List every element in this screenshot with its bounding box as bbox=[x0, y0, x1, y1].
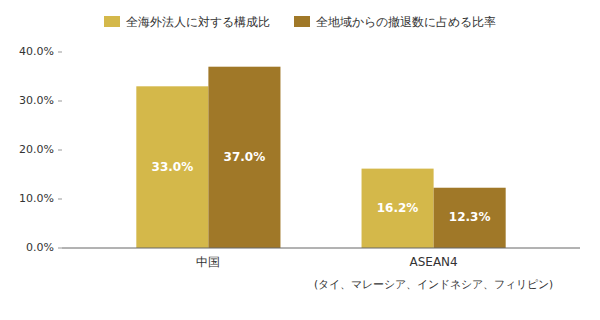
y-tick-label: 20.0% bbox=[19, 143, 54, 156]
legend-item: 全地域からの撤退数に占める比率 bbox=[294, 15, 496, 29]
y-tick bbox=[58, 150, 62, 151]
data-label: 33.0% bbox=[152, 160, 194, 174]
x-tick-label: ASEAN4 bbox=[409, 255, 457, 269]
x-axis-line bbox=[62, 248, 580, 249]
data-labels: 33.0% 16.2% 37.0% 12.3% bbox=[152, 150, 491, 225]
y-tick bbox=[58, 101, 62, 102]
data-label: 12.3% bbox=[449, 210, 491, 224]
y-tick-label: 10.0% bbox=[19, 192, 54, 205]
legend-label: 全海外法人に対する構成比 bbox=[126, 15, 270, 29]
legend-swatch bbox=[294, 16, 310, 27]
bars bbox=[136, 67, 505, 248]
data-label: 37.0% bbox=[224, 150, 266, 164]
bar bbox=[208, 67, 280, 248]
y-tick bbox=[58, 248, 62, 249]
bar bbox=[434, 188, 506, 248]
data-label: 16.2% bbox=[377, 201, 419, 215]
x-tick-label: 中国 bbox=[196, 255, 220, 269]
y-tick bbox=[58, 199, 62, 200]
legend: 全海外法人に対する構成比 全地域からの撤退数に占める比率 bbox=[104, 15, 496, 29]
chart-svg: 0.0% 10.0% 20.0% 30.0% 40.0% 33.0% 16.2% 37.0% 1… bbox=[0, 0, 600, 320]
chart-container: 0.0% 10.0% 20.0% 30.0% 40.0% 33.0% 16.2% 37.0% 1… bbox=[0, 0, 600, 320]
legend-item: 全海外法人に対する構成比 bbox=[104, 15, 270, 29]
y-tick-label: 0.0% bbox=[26, 241, 54, 254]
y-tick bbox=[58, 52, 62, 53]
legend-swatch bbox=[104, 16, 120, 27]
legend-label: 全地域からの撤退数に占める比率 bbox=[316, 15, 496, 29]
y-tick-label: 30.0% bbox=[19, 94, 54, 107]
y-tick-label: 40.0% bbox=[19, 45, 54, 58]
y-axis: 0.0% 10.0% 20.0% 30.0% 40.0% bbox=[19, 45, 62, 254]
x-axis: 中国 ASEAN4 bbox=[62, 248, 580, 269]
bar bbox=[136, 86, 208, 248]
annotation: (タイ、マレーシア、インドネシア、フィリピン) bbox=[314, 278, 553, 290]
bar bbox=[362, 169, 434, 248]
